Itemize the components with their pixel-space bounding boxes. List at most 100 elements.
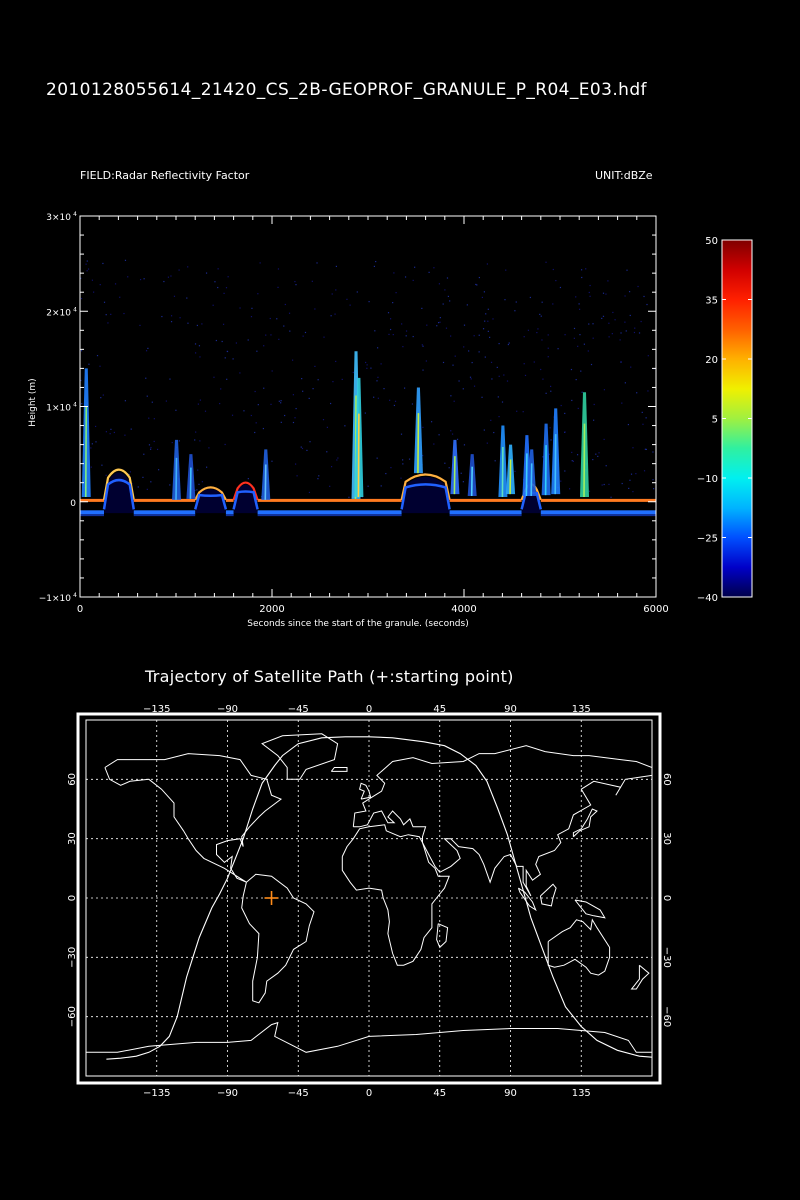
lon-tick-label-bottom: −135 [143,1088,170,1099]
cloud-core [470,466,473,497]
colorbar-tick-label: 20 [705,355,718,366]
cloud-core [530,463,533,497]
sub-surface-echo [193,493,228,510]
lon-tick-label-top: 0 [366,704,372,715]
colorbar-tick-label: 35 [705,296,718,307]
surface-echo-line [80,498,104,502]
surface-echo-line [194,486,227,501]
cloud-core [509,459,512,495]
lon-tick-label-top: −90 [217,704,238,715]
sub-surface-echo [257,514,402,517]
cloud-core [544,445,547,496]
x-axis-label: Seconds since the start of the granule. … [247,619,468,629]
colorbar-tick-label: −10 [697,474,718,485]
lat-tick-label-right: 60 [661,773,672,786]
coastline [261,733,339,780]
surface-echo-line [400,473,451,501]
y-tick-label: 1×10 [46,404,71,414]
coastline [436,923,449,949]
satellite-track [106,736,652,1060]
sub-surface-echo [257,510,402,515]
lat-tick-label-right: −30 [661,947,672,968]
coastline [572,808,598,838]
x-tick-label: 6000 [643,604,668,615]
coastline [359,782,372,800]
sub-surface-echo [225,510,234,515]
lon-tick-label-top: 90 [504,704,517,715]
sub-surface-echo [80,514,104,517]
coastline [241,873,315,1004]
coastline [104,753,283,883]
lat-tick-label-right: 0 [661,895,672,901]
lon-tick-label-bottom: −90 [217,1088,238,1099]
lat-tick-label-left: 30 [67,832,78,845]
noise-speckles [80,259,655,498]
lon-tick-label-top: 135 [572,704,591,715]
surface-echo-line [540,498,656,502]
coastline [630,964,650,990]
sub-surface-echo [225,514,234,517]
lat-tick-label-left: 0 [67,895,78,901]
plot-area [80,259,656,517]
lat-tick-label-left: 60 [67,773,78,786]
lon-tick-label-top: 45 [433,704,446,715]
ascending-track [106,736,369,1060]
cloud-core [554,434,557,495]
cloud-core [175,457,178,500]
sub-surface-echo [449,510,522,515]
descending-track [368,736,652,1058]
colorbar-tick-label: 5 [712,415,718,426]
file-title: 2010128055614_21420_CS_2B-GEOPROF_GRANUL… [46,80,647,100]
surface-echo [80,468,656,517]
colorbar-tick-label: −25 [697,534,718,545]
lon-tick-label-bottom: 135 [572,1088,591,1099]
y-tick-exponent: 4 [73,402,77,409]
y-tick-label: 3×10 [46,213,71,223]
lon-tick-label-top: −45 [288,704,309,715]
cloud-core [357,413,360,497]
surface-echo-line [133,498,196,502]
sub-surface-echo [133,510,196,515]
coastline [352,745,652,897]
cloud-core [189,467,192,499]
unit-label: UNIT:dBZe [595,169,653,182]
cloud-core [417,413,420,474]
coastline [517,887,537,912]
x-tick-label: 2000 [259,604,284,615]
sub-surface-echo [133,514,196,517]
sub-surface-echo [540,510,656,515]
y-tick-exponent: 4 [73,306,77,313]
sub-surface-echo [400,483,451,510]
sub-surface-echo [449,514,522,517]
cloud-core [501,446,504,497]
lon-tick-label-bottom: 0 [366,1088,372,1099]
map-area [86,733,652,1060]
lat-tick-label-left: −60 [67,1006,78,1027]
lat-tick-label-right: 30 [661,832,672,845]
coastline [547,918,611,976]
coastlines [86,733,652,1053]
y-tick-label: 2×10 [46,308,71,318]
coastline [86,1021,652,1053]
map-frame [76,712,662,1085]
lon-tick-label-bottom: 90 [504,1088,517,1099]
coastline [341,824,450,966]
colorbar-tick-label: 50 [705,236,718,247]
surface-echo-line [257,498,402,502]
cloud-core [525,453,528,497]
colorbar [721,239,753,598]
coastline [539,883,557,907]
x-tick-label: 4000 [451,604,476,615]
sub-surface-echo [540,514,656,517]
sub-surface-echo [80,510,104,515]
graticule [86,720,652,1076]
radar-reflectivity-chart: 0 2000 4000 6000−1×10 401×10 42×10 43×10 4Secon… [28,211,753,629]
y-tick-label: 0 [70,499,76,509]
x-tick-label: 0 [77,604,83,615]
sub-surface-echo [232,490,259,510]
cloud-core [84,406,88,497]
surface-echo-line [449,498,522,502]
cloud-core [264,464,267,500]
cloud-core [453,456,456,495]
